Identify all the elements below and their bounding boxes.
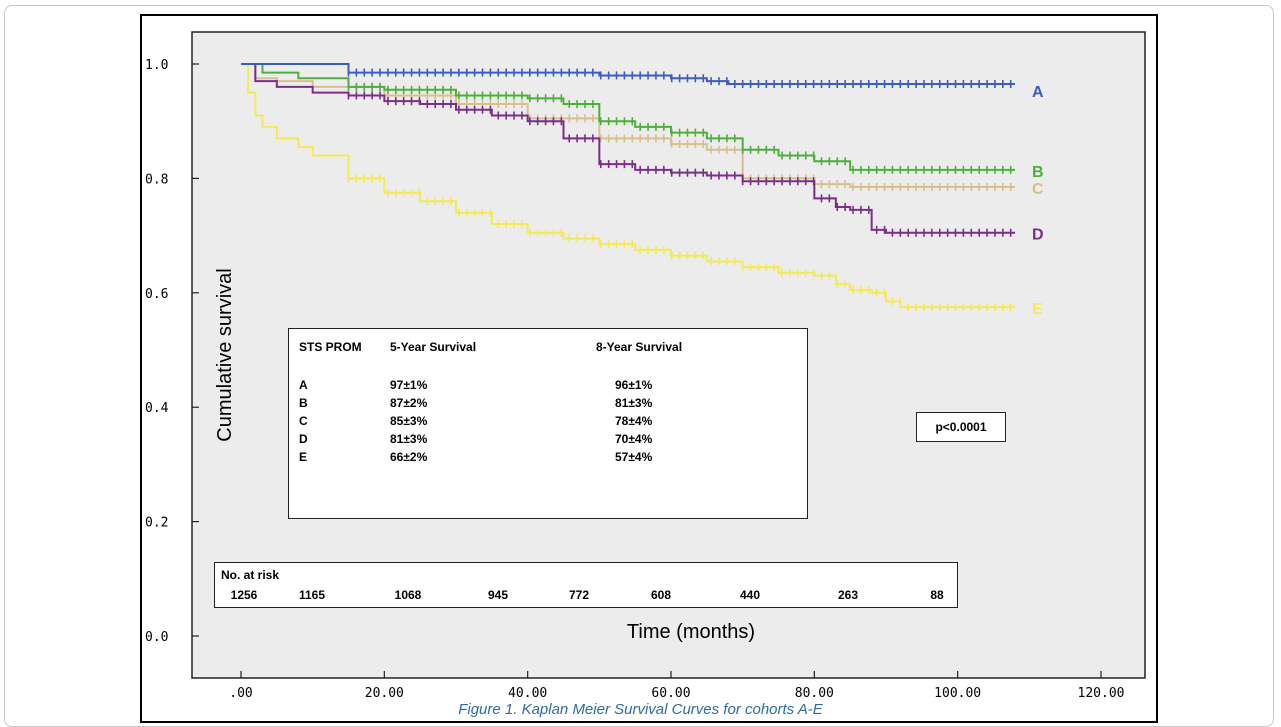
table-header-8yr: 8-Year Survival [596,340,683,354]
x-tick-label: 120.00 [1078,686,1125,701]
x-tick-label: 20.00 [365,686,404,701]
y-tick-label: 0.8 [145,172,168,187]
table-cell: E [299,450,308,464]
table-cell: C [299,414,308,428]
y-tick-label: 1.0 [145,58,168,73]
table-cell: 66±2% [390,450,428,464]
survival-table: STS PROM 5-Year Survival 8-Year Survival… [288,328,808,519]
y-axis: 0.0 0.2 0.4 0.6 0.8 1.0 [145,58,199,645]
table-row: C 85±3% 78±4% [289,414,807,430]
y-tick-label: 0.0 [145,630,168,645]
y-tick-label: 0.2 [145,516,168,531]
censor-marks-b [347,82,1012,174]
table-cell: 70±4% [615,432,653,446]
table-cell: 96±1% [615,378,653,392]
at-risk-value: 263 [837,588,859,602]
y-tick-label: 0.4 [145,401,169,416]
p-value-box: p<0.0001 [916,412,1006,442]
at-risk-value: 440 [739,588,761,602]
x-axis-title: Time (months) [627,621,755,643]
x-tick-label: 40.00 [508,686,547,701]
series-line-c [241,63,1015,188]
at-risk-value: 772 [568,588,590,602]
series-label-a: A [1032,84,1044,101]
p-value: p<0.0001 [935,420,987,434]
series-label-d: D [1032,227,1044,244]
at-risk-value: 1256 [230,588,258,602]
x-tick-label: .00 [229,686,252,701]
figure-caption: Figure 1. Kaplan Meier Survival Curves f… [458,701,823,718]
table-row: A 97±1% 96±1% [289,378,807,394]
table-header-cohort: STS PROM [299,340,362,354]
table-cell: D [299,432,308,446]
at-risk-value: 1068 [394,588,422,602]
at-risk-box: No. at risk 1256 1165 1068 945 772 608 4… [214,562,958,608]
censor-marks-d [347,91,1012,237]
series-label-e: E [1032,301,1043,318]
x-axis: .00 20.00 40.00 60.00 80.00 100.00 120.00 [229,671,1124,701]
series-layer [241,63,1015,312]
table-cell: 57±4% [615,450,653,464]
table-cell: 78±4% [615,414,653,428]
series-label-b: B [1032,164,1044,181]
at-risk-value: 88 [930,588,944,602]
y-axis-title: Cumulative survival [214,268,236,441]
table-cell: 81±3% [615,396,653,410]
censor-marks-e [347,174,1012,312]
at-risk-value: 608 [650,588,672,602]
table-cell: B [299,396,308,410]
table-cell: 85±3% [390,414,428,428]
table-cell: 81±3% [390,432,428,446]
table-cell: 97±1% [390,378,428,392]
series-label-c: C [1032,181,1044,198]
table-row: D 81±3% 70±4% [289,432,807,448]
x-tick-label: 60.00 [651,686,690,701]
table-row: E 66±2% 57±4% [289,450,807,466]
table-row: B 87±2% 81±3% [289,396,807,412]
at-risk-value: 945 [487,588,509,602]
table-cell: 87±2% [390,396,428,410]
censor-marks-a [347,68,1012,89]
x-tick-label: 100.00 [934,686,981,701]
table-cell: A [299,378,308,392]
y-tick-label: 0.6 [145,287,168,302]
table-header-5yr: 5-Year Survival [390,340,477,354]
x-tick-label: 80.00 [795,686,834,701]
series-labels: E C D B A [1032,84,1044,318]
at-risk-value: 1165 [298,588,326,602]
at-risk-title: No. at risk [221,568,280,582]
